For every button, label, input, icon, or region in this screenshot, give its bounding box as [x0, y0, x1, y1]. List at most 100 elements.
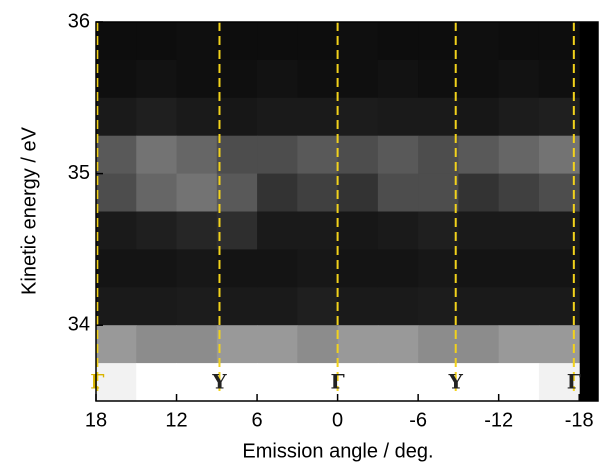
heat-cell — [458, 22, 500, 61]
y-axis-label: Kinetic energy / eV — [18, 126, 40, 295]
heat-cell — [257, 363, 298, 402]
heat-cell — [176, 97, 218, 137]
heat-cell — [216, 363, 258, 402]
heat-cell — [498, 249, 540, 288]
x-tick-label: -6 — [409, 409, 427, 431]
heat-cell — [96, 135, 137, 175]
heat-cell — [458, 59, 500, 99]
heat-cell — [337, 325, 379, 364]
heat-cell — [377, 211, 419, 250]
heat-cell — [176, 135, 218, 175]
heat-cell — [257, 135, 298, 175]
heat-cell — [176, 249, 218, 288]
x-tick-label: 12 — [165, 409, 187, 431]
heat-cell — [257, 97, 298, 137]
heat-cell — [377, 287, 419, 326]
heat-cell — [297, 249, 339, 288]
heat-cell — [136, 135, 178, 175]
heat-cell — [337, 97, 379, 137]
heat-cell — [216, 211, 258, 250]
heat-cell — [216, 97, 258, 137]
heat-cell — [418, 173, 459, 212]
heat-cell — [498, 287, 540, 326]
heat-cell — [176, 325, 218, 364]
heat-cell — [337, 363, 379, 402]
symmetry-label: Y — [211, 370, 227, 394]
y-tick-label: 35 — [68, 162, 90, 184]
heat-cell — [257, 22, 298, 61]
heat-cell — [257, 211, 298, 250]
heat-cell — [337, 173, 379, 212]
heat-cell — [458, 363, 500, 402]
heat-cell — [337, 249, 379, 288]
heat-cell — [216, 325, 258, 364]
heat-cell — [458, 97, 500, 137]
heat-cell — [297, 22, 339, 61]
symmetry-label: Γ — [90, 370, 104, 394]
heat-cell — [377, 22, 419, 61]
heat-cell — [337, 211, 379, 250]
heat-cell — [176, 22, 218, 61]
heat-cell — [498, 135, 540, 175]
symmetry-label: Γ — [331, 370, 345, 394]
heat-cell — [216, 249, 258, 288]
heat-cell — [136, 325, 178, 364]
heat-cell — [498, 59, 540, 99]
x-tick-label: 18 — [85, 409, 107, 431]
heat-cell — [257, 325, 298, 364]
symmetry-label: Γ — [567, 370, 581, 394]
heat-cell — [96, 249, 137, 288]
heat-cell — [216, 22, 258, 61]
heat-cell — [136, 211, 178, 250]
heat-cell — [297, 325, 339, 364]
heat-cell — [216, 135, 258, 175]
heat-cell — [498, 22, 540, 61]
heat-cell — [498, 325, 540, 364]
heat-cell — [136, 173, 178, 212]
heat-cell — [418, 325, 459, 364]
heat-cell — [458, 135, 500, 175]
heat-cell — [418, 22, 459, 61]
heat-cell — [418, 363, 459, 402]
heat-cell — [136, 97, 178, 137]
heat-cell — [136, 363, 178, 402]
heat-cell — [96, 211, 137, 250]
x-axis-label: Emission angle / deg. — [242, 440, 433, 462]
heat-cell — [176, 59, 218, 99]
heat-cell — [216, 59, 258, 99]
plot-frame — [95, 21, 599, 402]
y-tick-label: 36 — [68, 10, 90, 32]
x-tick-label: -18 — [565, 409, 594, 431]
heat-cell — [418, 287, 459, 326]
heat-cell — [96, 287, 137, 326]
heat-cell — [377, 325, 419, 364]
heat-cell — [176, 173, 218, 212]
heat-cell — [176, 211, 218, 250]
heat-cell — [418, 249, 459, 288]
heat-cell — [136, 22, 178, 61]
heat-cell — [96, 22, 137, 61]
heat-cell — [297, 287, 339, 326]
heat-cell — [257, 173, 298, 212]
heat-cell — [96, 325, 137, 364]
heat-cell — [136, 59, 178, 99]
heat-cell — [418, 135, 459, 175]
heat-cell — [297, 59, 339, 99]
heat-cell — [377, 249, 419, 288]
heat-cell — [96, 363, 137, 402]
heat-cell — [377, 97, 419, 137]
symmetry-label: Y — [448, 370, 464, 394]
heat-cell — [176, 287, 218, 326]
heat-cell — [257, 287, 298, 326]
heat-cell — [498, 211, 540, 250]
heat-cell — [458, 287, 500, 326]
heat-cell — [337, 135, 379, 175]
heat-cell — [176, 363, 218, 402]
heat-cell — [377, 59, 419, 99]
heat-cell — [377, 135, 419, 175]
heat-cell — [418, 97, 459, 137]
x-tick-label: -12 — [484, 409, 513, 431]
heat-cell — [257, 249, 298, 288]
heat-cell — [297, 363, 339, 402]
